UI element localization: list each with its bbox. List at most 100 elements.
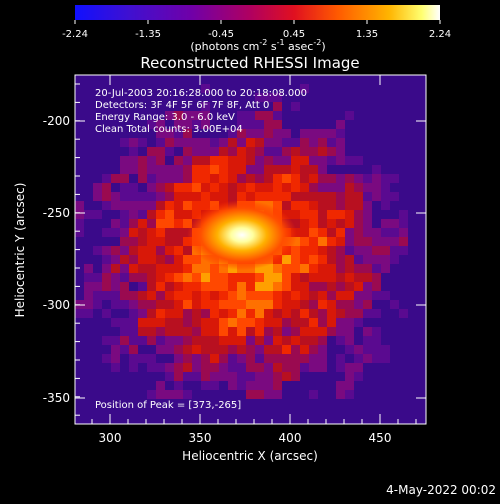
image-pixel bbox=[147, 282, 156, 291]
image-pixel bbox=[255, 309, 264, 318]
image-pixel bbox=[138, 120, 147, 129]
image-pixel bbox=[174, 129, 183, 138]
image-pixel bbox=[147, 309, 156, 318]
image-pixel bbox=[327, 309, 336, 318]
image-pixel bbox=[381, 201, 390, 210]
image-pixel bbox=[318, 300, 327, 309]
image-pixel bbox=[210, 156, 219, 165]
image-pixel bbox=[165, 300, 174, 309]
image-pixel bbox=[327, 129, 336, 138]
info-line-energy: Energy Range: 3.0 - 6.0 keV bbox=[95, 112, 235, 123]
image-pixel bbox=[246, 309, 255, 318]
image-pixel bbox=[291, 138, 300, 147]
image-pixel bbox=[264, 93, 273, 102]
image-pixel bbox=[372, 228, 381, 237]
image-pixel bbox=[183, 246, 192, 255]
colorbar-ticks: -2.24 -1.35 -0.45 0.45 1.35 2.24 bbox=[62, 20, 451, 40]
image-pixel bbox=[210, 183, 219, 192]
image-pixel bbox=[174, 201, 183, 210]
x-axis-label: Heliocentric X (arcsec) bbox=[182, 449, 318, 463]
image-pixel bbox=[363, 345, 372, 354]
image-pixel bbox=[93, 210, 102, 219]
image-pixel bbox=[165, 390, 174, 399]
image-pixel bbox=[201, 318, 210, 327]
image-pixel bbox=[237, 291, 246, 300]
image-pixel bbox=[120, 291, 129, 300]
image-pixel bbox=[309, 318, 318, 327]
image-pixel bbox=[237, 138, 246, 147]
image-pixel bbox=[174, 291, 183, 300]
image-pixel bbox=[228, 174, 237, 183]
image-pixel bbox=[336, 381, 345, 390]
image-pixel bbox=[327, 246, 336, 255]
image-pixel bbox=[111, 345, 120, 354]
image-pixel bbox=[336, 156, 345, 165]
image-pixel bbox=[255, 318, 264, 327]
image-pixel bbox=[300, 282, 309, 291]
image-pixel bbox=[201, 300, 210, 309]
image-pixel bbox=[282, 192, 291, 201]
image-pixel bbox=[102, 282, 111, 291]
image-pixel bbox=[201, 93, 210, 102]
image-pixel bbox=[111, 174, 120, 183]
image-pixel bbox=[210, 300, 219, 309]
image-pixel bbox=[129, 201, 138, 210]
image-pixel bbox=[309, 237, 318, 246]
image-pixel bbox=[228, 372, 237, 381]
image-pixel bbox=[273, 93, 282, 102]
image-pixel bbox=[327, 327, 336, 336]
image-pixel bbox=[183, 264, 192, 273]
image-pixel bbox=[246, 165, 255, 174]
image-pixel bbox=[165, 273, 174, 282]
image-pixel bbox=[390, 174, 399, 183]
image-pixel bbox=[318, 165, 327, 174]
image-pixel bbox=[174, 363, 183, 372]
image-pixel bbox=[147, 300, 156, 309]
image-pixel bbox=[327, 210, 336, 219]
image-pixel bbox=[354, 255, 363, 264]
image-pixel bbox=[165, 129, 174, 138]
image-pixel bbox=[282, 291, 291, 300]
image-pixel bbox=[318, 327, 327, 336]
image-pixel bbox=[282, 201, 291, 210]
image-pixel bbox=[165, 237, 174, 246]
image-pixel bbox=[273, 354, 282, 363]
image-pixel bbox=[318, 309, 327, 318]
image-pixel bbox=[255, 372, 264, 381]
image-pixel bbox=[174, 111, 183, 120]
image-pixel bbox=[327, 165, 336, 174]
image-pixel bbox=[336, 318, 345, 327]
image-pixel bbox=[264, 336, 273, 345]
image-pixel bbox=[291, 327, 300, 336]
image-pixel bbox=[210, 174, 219, 183]
image-pixel bbox=[156, 282, 165, 291]
image-pixel bbox=[147, 183, 156, 192]
info-line-time: 20-Jul-2003 20:16:28.000 to 20:18:08.000 bbox=[95, 88, 307, 99]
image-pixel bbox=[147, 264, 156, 273]
image-pixel bbox=[300, 237, 309, 246]
image-pixel bbox=[354, 372, 363, 381]
image-pixel bbox=[318, 183, 327, 192]
image-pixel bbox=[183, 183, 192, 192]
image-pixel bbox=[291, 273, 300, 282]
image-pixel bbox=[273, 264, 282, 273]
image-pixel bbox=[345, 201, 354, 210]
image-pixel bbox=[129, 237, 138, 246]
image-pixel bbox=[336, 138, 345, 147]
image-pixel bbox=[336, 183, 345, 192]
image-pixel bbox=[372, 336, 381, 345]
image-pixel bbox=[282, 300, 291, 309]
image-pixel bbox=[138, 210, 147, 219]
image-pixel bbox=[165, 345, 174, 354]
image-pixel bbox=[183, 111, 192, 120]
image-pixel bbox=[300, 138, 309, 147]
image-pixel bbox=[264, 327, 273, 336]
image-pixel bbox=[120, 273, 129, 282]
image-pixel bbox=[111, 318, 120, 327]
image-pixel bbox=[147, 147, 156, 156]
image-pixel bbox=[192, 309, 201, 318]
image-pixel bbox=[237, 120, 246, 129]
image-pixel bbox=[237, 192, 246, 201]
image-pixel bbox=[93, 255, 102, 264]
